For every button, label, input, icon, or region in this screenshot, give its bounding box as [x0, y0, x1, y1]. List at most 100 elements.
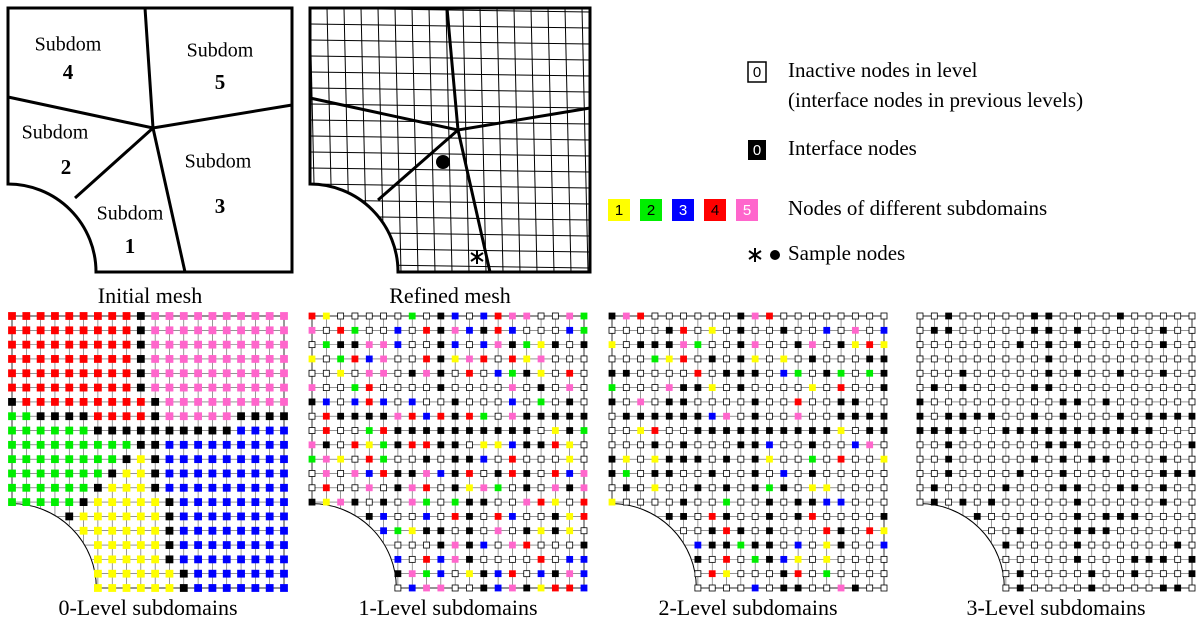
- node: [709, 399, 715, 405]
- node: [766, 356, 772, 362]
- node: [123, 398, 130, 405]
- node: [1046, 528, 1052, 534]
- node: [581, 542, 587, 548]
- node: [123, 427, 130, 434]
- node: [223, 441, 230, 448]
- node: [552, 342, 558, 348]
- node: [509, 499, 515, 505]
- node: [738, 428, 744, 434]
- node: [395, 456, 401, 462]
- node: [609, 485, 615, 491]
- node: [438, 556, 444, 562]
- node: [1132, 356, 1138, 362]
- node: [1132, 585, 1138, 591]
- node: [581, 470, 587, 476]
- node: [766, 385, 772, 391]
- node: [1074, 370, 1080, 376]
- node: [495, 385, 501, 391]
- node: [195, 370, 202, 377]
- node: [1003, 342, 1009, 348]
- node: [766, 571, 772, 577]
- node: [538, 385, 544, 391]
- node: [1175, 342, 1181, 348]
- node: [152, 556, 159, 563]
- node: [1189, 370, 1195, 376]
- node: [781, 585, 787, 591]
- node: [466, 499, 472, 505]
- node: [652, 313, 658, 319]
- node: [638, 470, 644, 476]
- node: [252, 484, 259, 491]
- subdomain-id: 5: [215, 70, 226, 94]
- node: [223, 542, 230, 549]
- node: [1175, 513, 1181, 519]
- node: [652, 456, 658, 462]
- node: [166, 513, 173, 520]
- node: [1032, 342, 1038, 348]
- node: [23, 370, 30, 377]
- node: [852, 585, 858, 591]
- node: [509, 370, 515, 376]
- node: [109, 570, 116, 577]
- node: [466, 399, 472, 405]
- node: [524, 499, 530, 505]
- node: [917, 342, 923, 348]
- node: [881, 485, 887, 491]
- node: [180, 413, 187, 420]
- node: [1089, 485, 1095, 491]
- node: [852, 399, 858, 405]
- node: [824, 413, 830, 419]
- node: [381, 413, 387, 419]
- node: [931, 413, 937, 419]
- node: [695, 428, 701, 434]
- node: [438, 456, 444, 462]
- node: [195, 456, 202, 463]
- node: [366, 470, 372, 476]
- node: [452, 571, 458, 577]
- node: [567, 528, 573, 534]
- node: [666, 456, 672, 462]
- node: [1175, 399, 1181, 405]
- node: [1060, 542, 1066, 548]
- node: [223, 513, 230, 520]
- node: [1089, 356, 1095, 362]
- node: [552, 499, 558, 505]
- node: [266, 427, 273, 434]
- node: [109, 441, 116, 448]
- node: [867, 513, 873, 519]
- subdomain-boundaries: [310, 8, 590, 272]
- node: [552, 585, 558, 591]
- node: [352, 428, 358, 434]
- node: [581, 342, 587, 348]
- node: [931, 385, 937, 391]
- node: [738, 399, 744, 405]
- node: [37, 313, 44, 320]
- node: [381, 356, 387, 362]
- node: [724, 385, 730, 391]
- node: [852, 528, 858, 534]
- node: [1160, 585, 1166, 591]
- grid-line: [378, 8, 384, 272]
- node: [974, 442, 980, 448]
- node: [323, 499, 329, 505]
- node: [266, 413, 273, 420]
- node: [795, 585, 801, 591]
- node: [238, 542, 245, 549]
- node: [281, 441, 288, 448]
- node: [766, 585, 772, 591]
- node: [567, 585, 573, 591]
- node: [552, 542, 558, 548]
- node: [509, 342, 515, 348]
- node: [166, 456, 173, 463]
- node: [666, 356, 672, 362]
- node: [338, 370, 344, 376]
- node: [166, 542, 173, 549]
- node: [752, 413, 758, 419]
- node: [209, 484, 216, 491]
- node: [366, 428, 372, 434]
- node: [609, 442, 615, 448]
- node: [681, 399, 687, 405]
- node: [838, 385, 844, 391]
- node: [195, 398, 202, 405]
- node: [795, 571, 801, 577]
